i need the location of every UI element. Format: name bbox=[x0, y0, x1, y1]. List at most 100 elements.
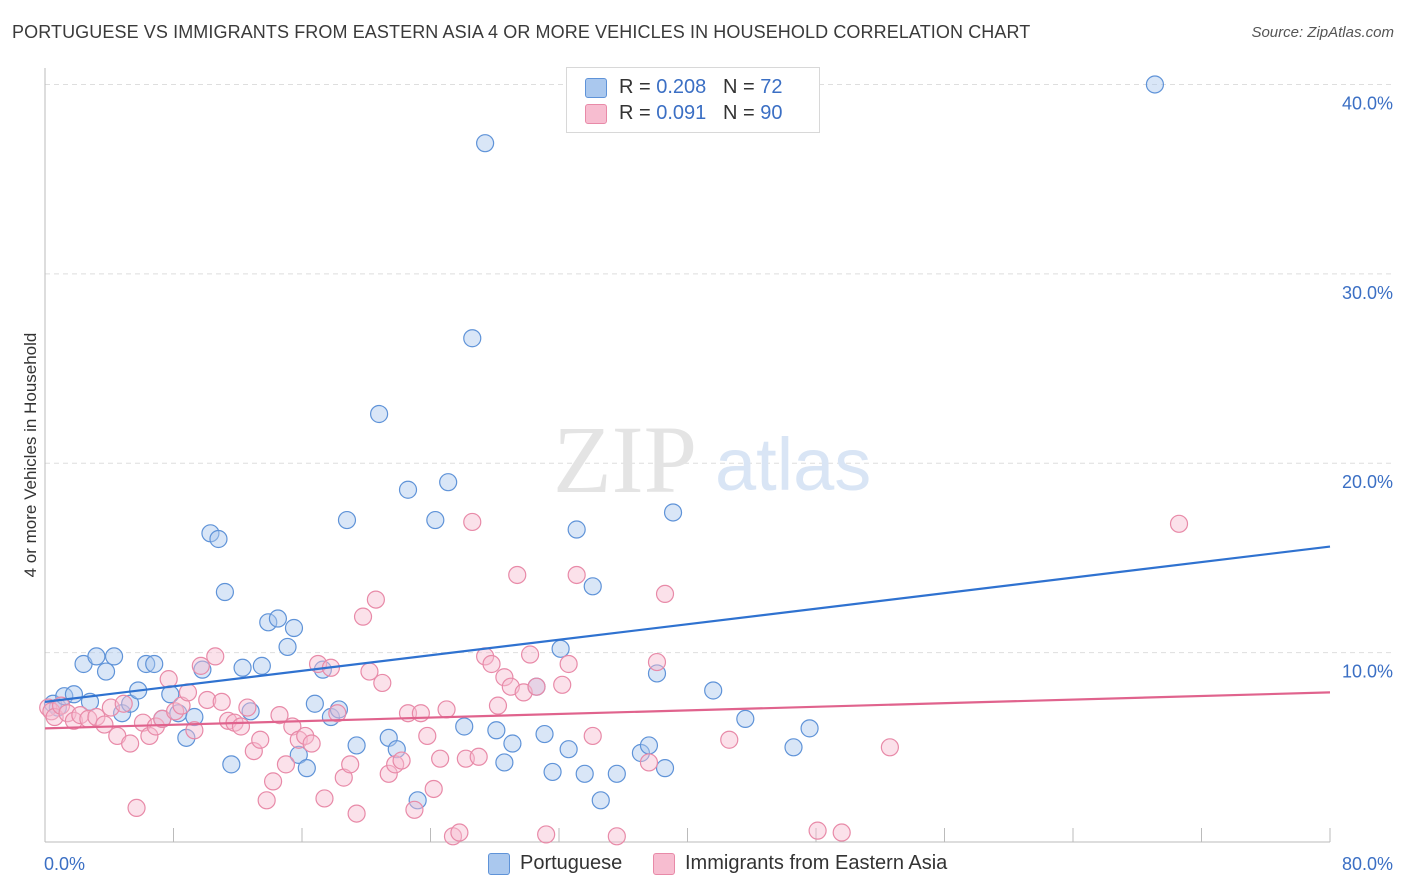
portuguese-point bbox=[426, 510, 445, 530]
eastern-asia-point bbox=[411, 704, 430, 723]
y-tick-label: 20.0% bbox=[1342, 472, 1393, 492]
portuguese-point bbox=[215, 582, 234, 602]
stats-legend: R = 0.208 N = 72 R = 0.091 N = 90 bbox=[566, 67, 820, 133]
portuguese-trend-line bbox=[44, 545, 1331, 703]
eastern-asia-point bbox=[251, 730, 270, 749]
portuguese-point bbox=[87, 647, 106, 666]
eastern-asia-point bbox=[257, 791, 276, 810]
legend-label-eastern-asia: Immigrants from Eastern Asia bbox=[685, 852, 948, 874]
legend-r-value: 0.091 bbox=[656, 102, 707, 124]
x-tick-label-max: 80.0% bbox=[1342, 854, 1393, 874]
portuguese-point bbox=[104, 647, 124, 666]
eastern-asia-point bbox=[405, 800, 424, 819]
eastern-asia-point bbox=[832, 823, 851, 842]
data-points bbox=[39, 75, 1189, 846]
portuguese-point bbox=[289, 745, 308, 764]
eastern-asia-point bbox=[198, 690, 217, 710]
portuguese-point bbox=[567, 520, 586, 539]
eastern-asia-point bbox=[450, 823, 469, 842]
portuguese-point bbox=[121, 694, 140, 713]
portuguese-point bbox=[259, 613, 278, 632]
chart-title: PORTUGUESE VS IMMIGRANTS FROM EASTERN AS… bbox=[12, 22, 1031, 42]
portuguese-point bbox=[704, 681, 723, 700]
eastern-asia-point bbox=[583, 726, 602, 746]
eastern-asia-point bbox=[373, 673, 392, 693]
eastern-asia-point bbox=[437, 700, 456, 719]
legend-r-label: R = bbox=[619, 76, 657, 98]
portuguese-point bbox=[463, 329, 482, 348]
x-tick-label-min: 0.0% bbox=[44, 854, 85, 874]
eastern-asia-point bbox=[178, 683, 198, 702]
eastern-asia-point bbox=[1169, 514, 1189, 533]
portuguese-point bbox=[535, 724, 554, 744]
eastern-asia-point bbox=[559, 654, 578, 674]
portuguese-point bbox=[305, 694, 324, 713]
eastern-asia-point bbox=[880, 738, 899, 757]
portuguese-point bbox=[607, 764, 626, 783]
eastern-asia-point bbox=[647, 652, 667, 672]
eastern-asia-point bbox=[537, 825, 556, 844]
portuguese-point bbox=[297, 759, 316, 778]
portuguese-point bbox=[543, 762, 562, 782]
portuguese-point bbox=[495, 753, 514, 772]
portuguese-point bbox=[408, 791, 427, 810]
eastern-asia-point bbox=[482, 654, 501, 674]
eastern-asia-point bbox=[296, 726, 315, 746]
eastern-asia-point bbox=[270, 706, 289, 725]
portuguese-point bbox=[398, 480, 418, 499]
legend-swatch-eastern-asia bbox=[653, 853, 675, 875]
axes: 10.0% 20.0% 30.0% 40.0% 0.0% 80.0% bbox=[44, 68, 1393, 874]
eastern-asia-point bbox=[431, 749, 450, 768]
eastern-asia-point bbox=[655, 584, 675, 604]
portuguese-point bbox=[559, 740, 578, 759]
legend-swatch-portuguese bbox=[585, 78, 607, 98]
eastern-asia-point bbox=[508, 565, 527, 585]
portuguese-point bbox=[222, 755, 241, 774]
eastern-asia-point bbox=[341, 755, 360, 774]
eastern-asia-point bbox=[95, 715, 114, 734]
portuguese-point bbox=[347, 736, 366, 755]
watermark-zip: ZIP bbox=[553, 406, 697, 513]
portuguese-point bbox=[784, 738, 803, 757]
eastern-asia-trend-line bbox=[44, 691, 1331, 730]
legend-n-value: 72 bbox=[760, 76, 783, 98]
portuguese-point bbox=[337, 510, 357, 530]
portuguese-point bbox=[487, 721, 506, 740]
eastern-asia-point bbox=[424, 779, 443, 799]
eastern-asia-point bbox=[121, 734, 140, 753]
y-tick-label: 10.0% bbox=[1342, 662, 1393, 682]
portuguese-point bbox=[209, 529, 228, 549]
eastern-asia-point bbox=[495, 668, 514, 687]
y-tick-label: 30.0% bbox=[1342, 283, 1393, 303]
portuguese-point bbox=[1145, 75, 1165, 94]
eastern-asia-point bbox=[206, 647, 225, 666]
eastern-asia-point bbox=[488, 696, 508, 715]
legend-swatch-portuguese bbox=[488, 853, 510, 875]
legend-text-portuguese: R = 0.208 N = 72 bbox=[619, 76, 782, 99]
portuguese-point bbox=[476, 134, 495, 153]
portuguese-point bbox=[268, 609, 288, 628]
portuguese-point bbox=[284, 618, 304, 638]
portuguese-point bbox=[387, 740, 406, 759]
eastern-asia-point bbox=[114, 694, 133, 713]
portuguese-point bbox=[439, 473, 458, 492]
portuguese-point bbox=[663, 503, 683, 522]
eastern-asia-point bbox=[520, 645, 540, 664]
eastern-asia-point bbox=[231, 717, 251, 736]
portuguese-point bbox=[551, 639, 570, 658]
eastern-asia-point bbox=[212, 692, 231, 711]
eastern-asia-point bbox=[527, 677, 546, 696]
portuguese-point bbox=[583, 577, 602, 596]
eastern-asia-point bbox=[315, 789, 334, 808]
portuguese-point bbox=[800, 719, 819, 738]
eastern-asia-point bbox=[366, 590, 385, 609]
eastern-asia-point bbox=[328, 704, 347, 723]
portuguese-point bbox=[639, 736, 659, 755]
eastern-asia-point bbox=[639, 753, 659, 772]
series-legend: Portuguese Immigrants from Eastern Asia bbox=[0, 852, 1406, 878]
grid-lines bbox=[45, 83, 1395, 654]
eastern-asia-point bbox=[140, 726, 159, 746]
eastern-asia-point bbox=[244, 741, 263, 761]
portuguese-point bbox=[233, 658, 252, 677]
